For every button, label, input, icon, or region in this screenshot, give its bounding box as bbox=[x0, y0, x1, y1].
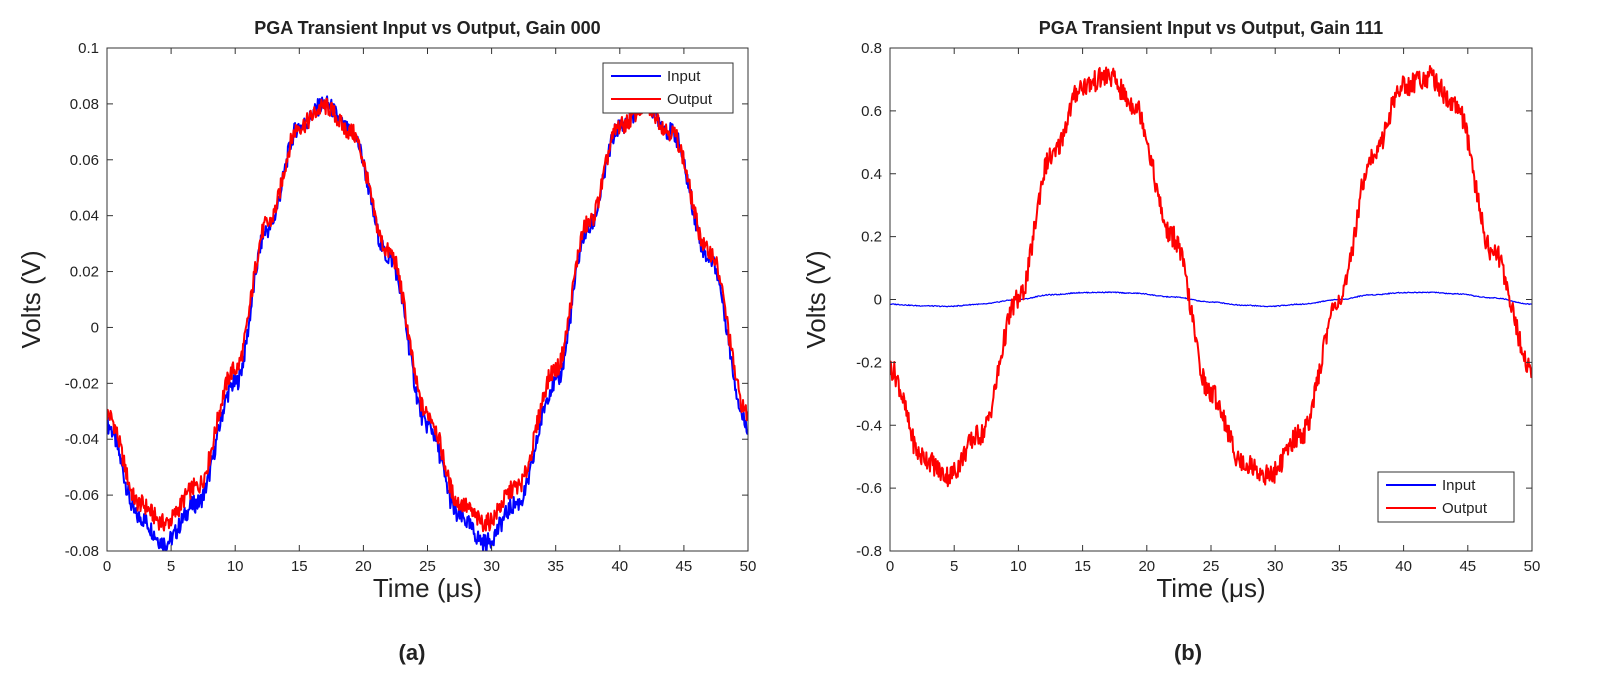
plot-traces bbox=[107, 95, 748, 551]
y-tick-label: 0.6 bbox=[861, 103, 882, 120]
x-tick-label: 20 bbox=[355, 558, 372, 575]
x-tick-label: 40 bbox=[1395, 558, 1412, 575]
y-tick-label: 0.1 bbox=[78, 40, 99, 57]
y-tick-label: 0.04 bbox=[70, 208, 99, 225]
y-tick-label: 0.2 bbox=[861, 229, 882, 246]
x-tick-label: 30 bbox=[1267, 558, 1284, 575]
x-tick-label: 50 bbox=[1524, 558, 1541, 575]
y-axis-label: Volts (V) bbox=[16, 250, 46, 348]
x-tick-label: 35 bbox=[1331, 558, 1348, 575]
y-tick-label: -0.6 bbox=[856, 480, 882, 497]
x-tick-label: 45 bbox=[676, 558, 693, 575]
x-tick-label: 45 bbox=[1459, 558, 1476, 575]
x-tick-label: 0 bbox=[103, 558, 111, 575]
chart-title: PGA Transient Input vs Output, Gain 000 bbox=[254, 18, 600, 38]
caption-b: (b) bbox=[1174, 640, 1202, 665]
x-axis-label: Time (μs) bbox=[1156, 573, 1265, 603]
series-line-output bbox=[890, 65, 1532, 488]
x-tick-label: 30 bbox=[483, 558, 500, 575]
legend-label-output: Output bbox=[667, 91, 713, 108]
y-tick-label: -0.08 bbox=[65, 543, 99, 560]
y-tick-label: -0.04 bbox=[65, 431, 99, 448]
y-tick-label: 0.02 bbox=[70, 264, 99, 281]
y-tick-label: 0 bbox=[91, 319, 99, 336]
plot-traces bbox=[890, 65, 1532, 488]
y-tick-label: -0.8 bbox=[856, 543, 882, 560]
x-tick-label: 40 bbox=[611, 558, 628, 575]
plot-frame bbox=[106, 47, 749, 552]
x-tick-label: 20 bbox=[1138, 558, 1155, 575]
y-tick-label: 0 bbox=[874, 292, 882, 309]
series-line-input bbox=[890, 291, 1532, 308]
caption-a: (a) bbox=[399, 640, 426, 665]
x-tick-label: 35 bbox=[547, 558, 564, 575]
legend-box bbox=[602, 62, 734, 114]
x-tick-label: 15 bbox=[291, 558, 308, 575]
legend: Input Output bbox=[602, 62, 734, 114]
legend-label-input: Input bbox=[667, 68, 701, 85]
x-tick-label: 10 bbox=[227, 558, 244, 575]
chart-panel-b: PGA Transient Input vs Output, Gain 111 0… bbox=[801, 18, 1540, 603]
legend-label-output: Output bbox=[1442, 500, 1488, 517]
y-tick-label: -0.2 bbox=[856, 354, 882, 371]
y-tick-label: -0.4 bbox=[856, 417, 882, 434]
y-tick-label: -0.02 bbox=[65, 375, 99, 392]
y-axis-label: Volts (V) bbox=[801, 250, 831, 348]
x-tick-label: 25 bbox=[1203, 558, 1220, 575]
series-line-output bbox=[107, 97, 748, 533]
x-tick-label: 5 bbox=[950, 558, 958, 575]
y-tick-label: 0.8 bbox=[861, 40, 882, 57]
y-tick-label: 0.06 bbox=[70, 152, 99, 169]
legend-label-input: Input bbox=[1442, 477, 1476, 494]
y-tick-label: 0.08 bbox=[70, 96, 99, 113]
x-tick-label: 5 bbox=[167, 558, 175, 575]
x-tick-label: 50 bbox=[740, 558, 757, 575]
x-tick-label: 10 bbox=[1010, 558, 1027, 575]
chart-panel-a: PGA Transient Input vs Output, Gain 000 0… bbox=[16, 18, 756, 603]
x-tick-label: 15 bbox=[1074, 558, 1091, 575]
x-tick-label: 0 bbox=[886, 558, 894, 575]
y-tick-label: 0.4 bbox=[861, 166, 882, 183]
legend: Input Output bbox=[1377, 471, 1515, 523]
chart-title: PGA Transient Input vs Output, Gain 111 bbox=[1039, 18, 1383, 38]
x-tick-label: 25 bbox=[419, 558, 436, 575]
x-axis-label: Time (μs) bbox=[373, 573, 482, 603]
y-tick-label: -0.06 bbox=[65, 487, 99, 504]
legend-box bbox=[1377, 471, 1515, 523]
